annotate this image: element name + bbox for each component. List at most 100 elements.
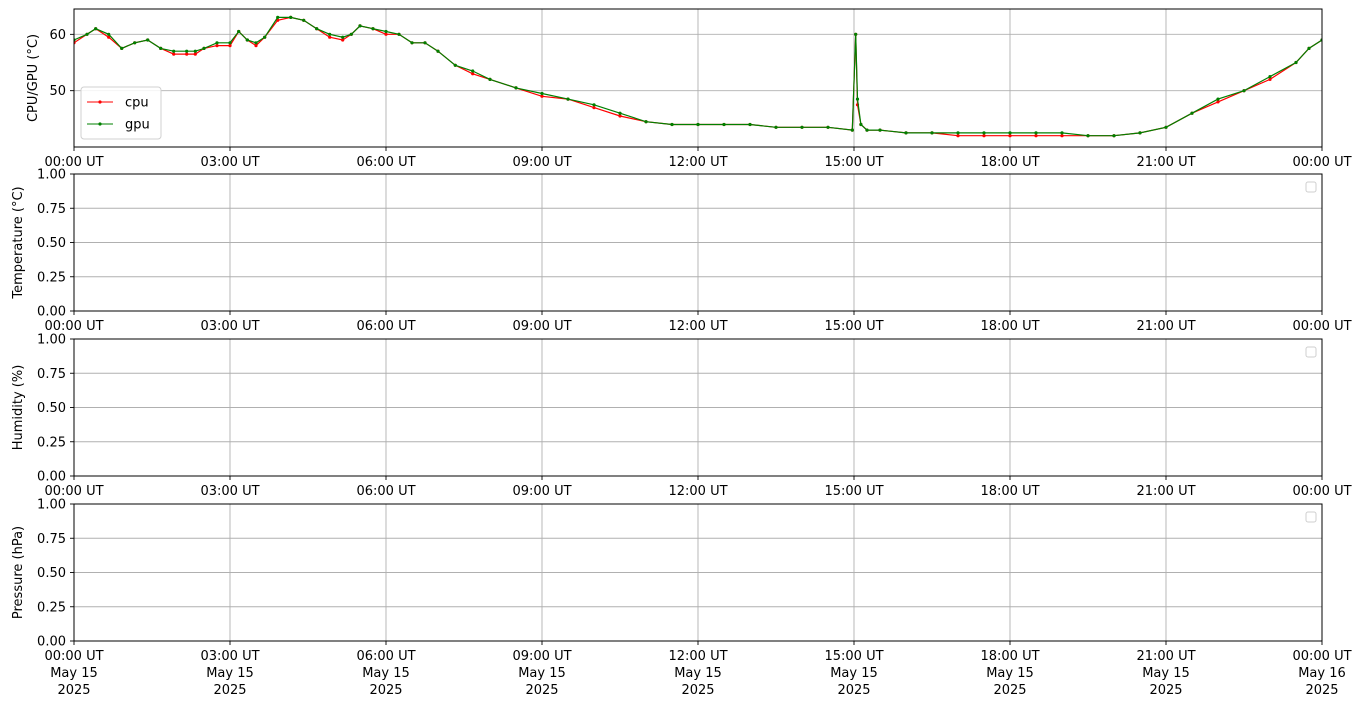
data-point-gpu	[854, 32, 858, 36]
x-tick-label: 18:00 UT	[980, 649, 1039, 664]
x-tick-date: May 15	[518, 666, 566, 681]
data-point-gpu	[592, 103, 596, 107]
data-point-cpu	[228, 44, 232, 48]
data-point-gpu	[826, 125, 830, 129]
x-tick-year: 2025	[993, 683, 1026, 698]
x-tick-date: May 15	[1142, 666, 1190, 681]
data-point-gpu	[384, 29, 388, 34]
x-tick-date: May 15	[362, 666, 410, 681]
data-point-gpu	[245, 38, 249, 42]
data-point-gpu	[1268, 75, 1272, 79]
data-point-gpu	[859, 122, 863, 127]
chart-panel-4: 00:00 UT May 15 2025 03:00 UT May 15 2025 06:0…	[11, 498, 1352, 699]
x-tick-label: 12:00 UT	[668, 155, 727, 170]
data-point-gpu	[540, 91, 544, 96]
x-tick-year: 2025	[837, 683, 870, 698]
series-line-gpu	[74, 16, 1322, 137]
data-point-cpu	[215, 44, 219, 48]
x-tick-label: 09:00 UT	[512, 484, 571, 499]
data-point-cpu	[982, 134, 986, 138]
y-tick-label: 1.00	[37, 498, 66, 513]
x-tick-label: 00:00 UT	[1292, 319, 1351, 334]
y-tick-label: 0.00	[37, 470, 66, 485]
legend-label-cpu: cpu	[125, 96, 149, 111]
x-tick-label: 03:00 UT	[200, 155, 259, 170]
chart-panel-2: 00:00 UT 03:00 UT 06:00 UT 09:00 UT 12:00 UT…	[11, 168, 1352, 335]
x-tick-year: 2025	[525, 683, 558, 698]
x-tick-label: 18:00 UT	[980, 155, 1039, 170]
y-axis-label: Pressure (hPa)	[11, 526, 26, 619]
y-tick-label: 0.00	[37, 305, 66, 320]
x-tick-label: 12:00 UT	[668, 484, 727, 499]
data-point-cpu	[193, 52, 197, 56]
x-tick-label: 21:00 UT	[1136, 649, 1195, 664]
data-point-gpu	[618, 111, 622, 115]
x-tick-label: 12:00 UT	[668, 319, 727, 334]
x-tick-date: May 15	[986, 666, 1034, 681]
data-point-gpu	[1138, 131, 1142, 135]
y-tick-label: 0.25	[37, 600, 66, 615]
data-point-cpu	[1034, 134, 1038, 138]
x-tick-label: 15:00 UT	[824, 484, 883, 499]
x-tick-label: 03:00 UT	[200, 319, 259, 334]
data-point-cpu	[592, 106, 596, 110]
data-point-gpu	[410, 41, 414, 45]
data-point-gpu	[371, 27, 375, 31]
series-gpu	[74, 15, 1322, 138]
data-point-gpu	[850, 128, 854, 132]
chart-panel-1: 00:00 UT 03:00 UT 06:00 UT 09:00 UT 12:00 UT…	[26, 8, 1352, 170]
data-point-gpu	[514, 86, 518, 90]
y-tick-label: 0.75	[37, 532, 66, 547]
data-point-gpu	[263, 35, 267, 39]
empty-legend-box	[1305, 181, 1317, 193]
y-tick-label: 0.25	[37, 270, 66, 285]
legend-marker-gpu	[98, 122, 102, 126]
y-tick-label: 0.25	[37, 435, 66, 450]
data-point-cpu	[254, 44, 258, 48]
x-tick-label: 09:00 UT	[512, 649, 571, 664]
x-tick-label: 12:00 UT	[668, 649, 727, 664]
axes-frame	[73, 8, 1323, 148]
x-tick-year: 2025	[1305, 683, 1338, 698]
x-tick-label: 09:00 UT	[512, 319, 571, 334]
axes-frame	[73, 173, 1323, 312]
x-tick-year: 2025	[57, 683, 90, 698]
data-point-cpu	[1216, 100, 1220, 104]
y-tick-label: 0.75	[37, 367, 66, 382]
data-point-gpu	[1294, 60, 1298, 65]
data-point-gpu	[1112, 134, 1116, 138]
data-point-gpu	[748, 122, 752, 127]
data-point-gpu	[904, 131, 908, 135]
x-tick-label: 15:00 UT	[824, 649, 883, 664]
data-point-gpu	[1307, 46, 1311, 51]
legend-box	[80, 86, 162, 140]
y-tick-label: 1.00	[37, 168, 66, 183]
empty-legend-box	[1305, 346, 1317, 358]
data-point-gpu	[1086, 134, 1090, 138]
data-point-gpu	[471, 69, 475, 73]
data-point-gpu	[855, 97, 860, 101]
data-point-gpu	[1034, 131, 1038, 135]
x-tick-label: 15:00 UT	[824, 319, 883, 334]
axes-frame	[73, 503, 1323, 642]
x-tick-label: 00:00 UT	[44, 649, 103, 664]
data-point-gpu	[1008, 131, 1012, 135]
x-tick-label: 03:00 UT	[200, 649, 259, 664]
x-tick-label: 00:00 UT	[1292, 484, 1351, 499]
data-point-cpu	[107, 35, 111, 39]
data-point-gpu	[146, 38, 150, 42]
data-point-gpu	[202, 46, 206, 51]
y-axis-label: Temperature (°C)	[11, 186, 26, 299]
x-tick-label: 18:00 UT	[980, 319, 1039, 334]
x-tick-label: 00:00 UT	[44, 155, 103, 170]
x-tick-label: 21:00 UT	[1136, 155, 1195, 170]
data-point-cpu	[618, 114, 622, 118]
y-tick-label: 0.75	[37, 202, 66, 217]
data-point-gpu	[133, 41, 137, 45]
legend: cpu gpu	[80, 86, 162, 140]
data-point-gpu	[237, 29, 241, 34]
y-tick-label: 1.00	[37, 333, 66, 348]
x-tick-year: 2025	[681, 683, 714, 698]
y-tick-label: 60	[49, 28, 66, 43]
data-point-gpu	[1190, 111, 1194, 115]
